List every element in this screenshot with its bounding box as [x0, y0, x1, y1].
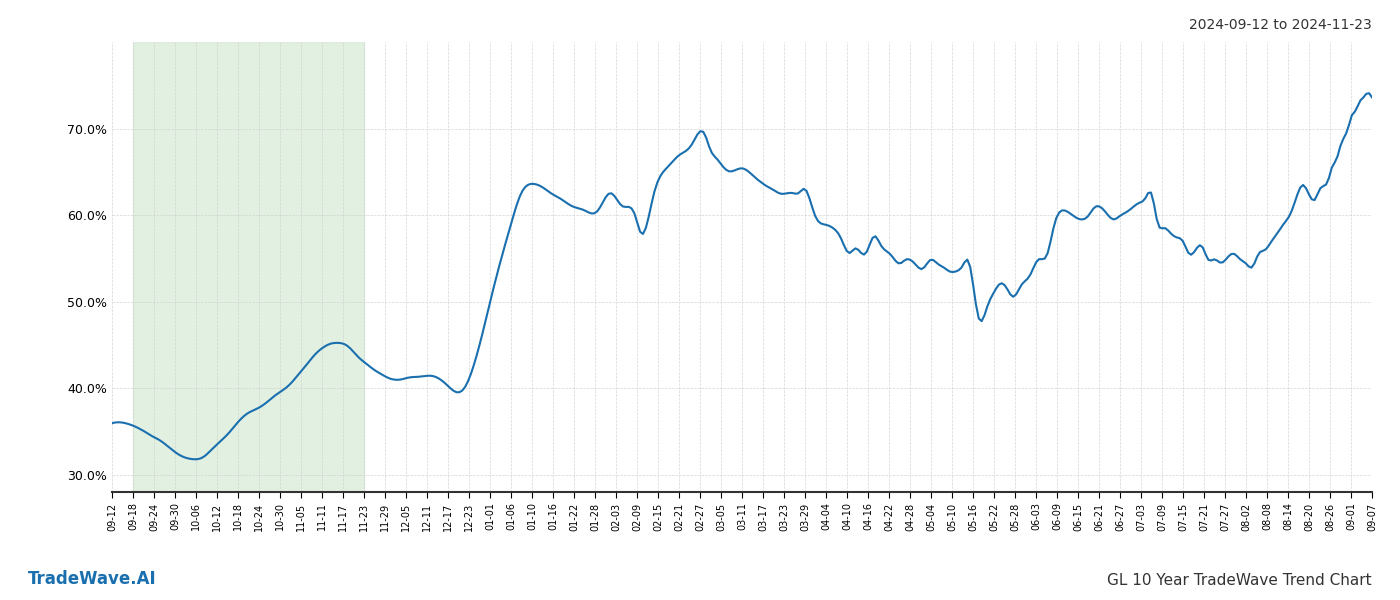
Text: TradeWave.AI: TradeWave.AI	[28, 570, 157, 588]
Text: GL 10 Year TradeWave Trend Chart: GL 10 Year TradeWave Trend Chart	[1107, 573, 1372, 588]
Text: 2024-09-12 to 2024-11-23: 2024-09-12 to 2024-11-23	[1189, 18, 1372, 32]
Bar	[133, 42, 364, 492]
